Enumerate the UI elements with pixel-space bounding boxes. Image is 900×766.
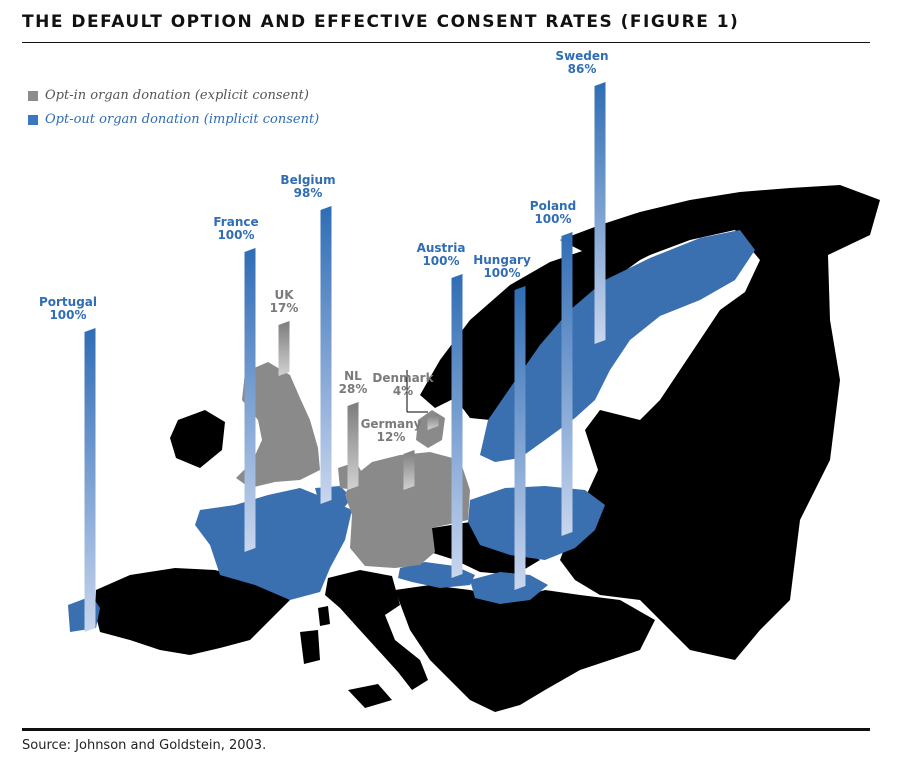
map-land-corsica: [318, 606, 330, 626]
legend-swatch-opt-in: [28, 90, 38, 101]
bar-category-label-austria: Austria: [417, 241, 466, 255]
map-base: [68, 185, 880, 712]
bars-group: [84, 82, 606, 632]
bar-category-label-hungary: Hungary: [473, 253, 531, 267]
legend-item-opt-out: Opt-out organ donation (implicit consent…: [28, 112, 319, 127]
bar-belgium: [320, 206, 332, 504]
legend-swatch-opt-out: [28, 114, 38, 125]
bar-category-label-nl: NL: [344, 369, 362, 383]
bar-category-label-germany: Germany: [361, 417, 422, 431]
map-land-sicily: [348, 684, 392, 708]
bar-category-label-uk: UK: [274, 288, 294, 302]
legend-label-opt-in: Opt-in organ donation (explicit consent): [45, 88, 309, 103]
map-country-germany: [345, 452, 470, 568]
map-land-norway: [420, 205, 745, 420]
bar-value-label-germany: 12%: [377, 430, 406, 444]
bar-value-label-belgium: 98%: [294, 186, 323, 200]
map-land-black-east: [560, 185, 880, 660]
bar-value-label-austria: 100%: [422, 254, 459, 268]
map-land-balkans: [395, 585, 655, 712]
bar-value-label-france: 100%: [217, 228, 254, 242]
map-country-uk: [236, 362, 320, 488]
bar-category-label-sweden: Sweden: [555, 49, 608, 63]
bar-value-label-poland: 100%: [534, 212, 571, 226]
bar-poland: [561, 232, 573, 536]
title-divider: [22, 42, 870, 43]
bar-category-label-poland: Poland: [530, 199, 576, 213]
map-country-hungary: [470, 572, 548, 604]
chart-title: THE DEFAULT OPTION AND EFFECTIVE CONSENT…: [22, 12, 740, 32]
bar-nl: [347, 402, 359, 490]
map-country-sweden: [480, 230, 755, 462]
bottom-divider: [22, 728, 870, 731]
bar-value-label-hungary: 100%: [483, 266, 520, 280]
map-land-sardinia: [300, 630, 320, 664]
bar-value-label-denmark: 4%: [393, 384, 413, 398]
bar-value-label-sweden: 86%: [568, 62, 597, 76]
bar-uk: [278, 321, 290, 376]
bar-value-label-uk: 17%: [270, 301, 299, 315]
bar-germany: [403, 450, 415, 490]
bar-value-label-nl: 28%: [339, 382, 368, 396]
bar-category-label-belgium: Belgium: [280, 173, 335, 187]
source-note: Source: Johnson and Goldstein, 2003.: [22, 738, 267, 753]
bar-category-label-denmark: Denmark: [372, 371, 434, 385]
bar-portugal: [84, 328, 96, 632]
map-country-france: [195, 488, 352, 600]
bar-value-label-portugal: 100%: [49, 308, 86, 322]
bar-labels-group: Portugal100%France100%UK17%Belgium98%NL2…: [39, 49, 609, 444]
bar-sweden: [594, 82, 606, 344]
map-land-spain: [95, 568, 290, 655]
legend-label-opt-out: Opt-out organ donation (implicit consent…: [45, 112, 320, 127]
bar-france: [244, 248, 256, 552]
map-land-ireland: [170, 410, 225, 468]
map-land-italy: [325, 570, 428, 690]
bar-hungary: [514, 286, 526, 590]
bar-austria: [451, 274, 463, 578]
bar-category-label-portugal: Portugal: [39, 295, 97, 309]
bar-category-label-france: France: [213, 215, 258, 229]
bar-denmark: [427, 414, 439, 430]
legend-item-opt-in: Opt-in organ donation (explicit consent): [28, 88, 309, 103]
